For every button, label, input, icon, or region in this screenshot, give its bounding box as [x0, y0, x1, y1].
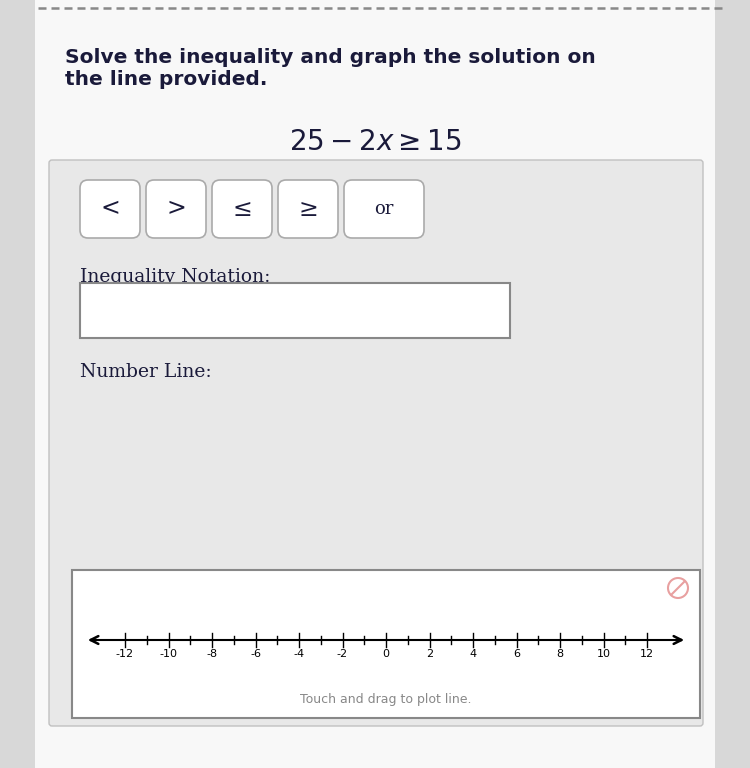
Text: -2: -2 — [337, 649, 348, 659]
FancyBboxPatch shape — [344, 180, 424, 238]
FancyBboxPatch shape — [72, 570, 700, 718]
Text: 12: 12 — [640, 649, 654, 659]
Text: 6: 6 — [513, 649, 520, 659]
Text: -12: -12 — [116, 649, 134, 659]
Text: ≤: ≤ — [232, 197, 252, 220]
FancyBboxPatch shape — [146, 180, 206, 238]
Text: 4: 4 — [470, 649, 476, 659]
Text: Inequality Notation:: Inequality Notation: — [80, 268, 270, 286]
Text: -4: -4 — [293, 649, 304, 659]
Text: 10: 10 — [596, 649, 610, 659]
Text: Touch and drag to plot line.: Touch and drag to plot line. — [300, 694, 472, 707]
Text: Solve the inequality and graph the solution on: Solve the inequality and graph the solut… — [65, 48, 596, 67]
FancyBboxPatch shape — [80, 180, 140, 238]
FancyBboxPatch shape — [278, 180, 338, 238]
FancyBboxPatch shape — [35, 0, 715, 768]
Text: -6: -6 — [250, 649, 261, 659]
FancyBboxPatch shape — [212, 180, 272, 238]
FancyBboxPatch shape — [49, 160, 703, 726]
Text: $25 - 2x \geq 15$: $25 - 2x \geq 15$ — [289, 130, 461, 157]
Text: Number Line:: Number Line: — [80, 363, 212, 381]
Text: 2: 2 — [426, 649, 433, 659]
Text: or: or — [374, 200, 394, 218]
Text: -8: -8 — [206, 649, 218, 659]
Text: >: > — [166, 197, 186, 220]
FancyBboxPatch shape — [80, 283, 510, 338]
Text: <: < — [100, 197, 120, 220]
Text: 8: 8 — [556, 649, 563, 659]
Text: 0: 0 — [382, 649, 389, 659]
Text: ≥: ≥ — [298, 197, 318, 220]
Text: the line provided.: the line provided. — [65, 70, 267, 89]
Text: -10: -10 — [160, 649, 178, 659]
